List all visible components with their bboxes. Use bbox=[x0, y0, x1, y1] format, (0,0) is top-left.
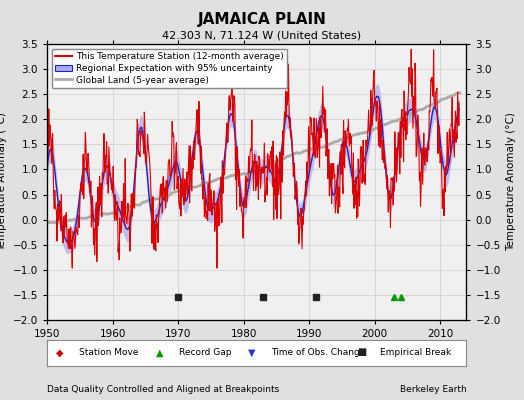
Text: ■: ■ bbox=[357, 348, 367, 358]
Y-axis label: Temperature Anomaly (°C): Temperature Anomaly (°C) bbox=[506, 112, 516, 252]
Y-axis label: Temperature Anomaly (°C): Temperature Anomaly (°C) bbox=[0, 112, 7, 252]
Text: JAMAICA PLAIN: JAMAICA PLAIN bbox=[198, 12, 326, 27]
Text: ◆: ◆ bbox=[56, 348, 63, 358]
Legend: This Temperature Station (12-month average), Regional Expectation with 95% uncer: This Temperature Station (12-month avera… bbox=[52, 48, 287, 88]
Text: Time of Obs. Change: Time of Obs. Change bbox=[271, 348, 366, 357]
Text: Station Move: Station Move bbox=[79, 348, 138, 357]
Text: ▲: ▲ bbox=[156, 348, 163, 358]
Text: Berkeley Earth: Berkeley Earth bbox=[400, 385, 466, 394]
Text: ▼: ▼ bbox=[248, 348, 256, 358]
Text: Empirical Break: Empirical Break bbox=[380, 348, 452, 357]
Text: Data Quality Controlled and Aligned at Breakpoints: Data Quality Controlled and Aligned at B… bbox=[47, 385, 279, 394]
Text: Record Gap: Record Gap bbox=[179, 348, 232, 357]
Text: 42.303 N, 71.124 W (United States): 42.303 N, 71.124 W (United States) bbox=[162, 30, 362, 40]
